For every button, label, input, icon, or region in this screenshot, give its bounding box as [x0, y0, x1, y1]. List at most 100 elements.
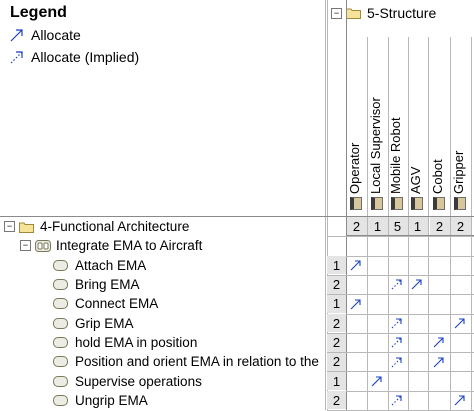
tree-row-label: Position and orient EMA in relation to t… [75, 354, 319, 370]
legend-panel: Legend Allocate Allocate (Implied) [0, 0, 325, 217]
allocate-implied-arrow-icon[interactable] [391, 394, 403, 406]
allocate-implied-arrow-icon[interactable] [391, 356, 403, 368]
structure-label: 5-Structure [367, 5, 437, 21]
action-icon [53, 317, 68, 329]
legend-item-allocate-implied: Allocate (Implied) [10, 47, 139, 67]
allocate-arrow-icon[interactable] [433, 356, 445, 368]
allocate-arrow-icon [10, 29, 23, 42]
column-header-cobot[interactable]: Cobot [429, 37, 450, 194]
block-icon [371, 197, 383, 210]
allocate-arrow-icon[interactable] [371, 375, 383, 387]
row-count: 2 [327, 352, 346, 371]
column-header-agv[interactable]: AGV [407, 37, 428, 194]
tree-row-action[interactable]: Grip EMA [0, 314, 327, 333]
tree-row-action[interactable]: Supervise operations [0, 371, 327, 390]
row-count: 2 [327, 391, 346, 410]
grid-line [327, 371, 474, 373]
tree-node-functional-architecture[interactable]: − 4-Functional Architecture [0, 217, 327, 236]
column-label: AGV [408, 166, 423, 194]
grid-line [327, 332, 474, 334]
tree-row-label: Supervise operations [75, 373, 202, 389]
tree-node-integrate-ema[interactable]: − Integrate EMA to Aircraft [0, 236, 327, 255]
column-header-mobile-robot[interactable]: Mobile Robot [387, 37, 408, 194]
row-count: 1 [327, 256, 346, 275]
grid-line [366, 37, 368, 410]
allocate-arrow-icon[interactable] [454, 317, 466, 329]
grid-line [327, 236, 474, 238]
tree-row-label: Ungrip EMA [75, 392, 148, 408]
column-label: Operator [347, 142, 362, 194]
column-count: 2 [429, 217, 450, 235]
grid-line [449, 37, 451, 410]
block-icon [391, 197, 403, 210]
action-icon [53, 279, 68, 291]
block-icon [433, 197, 445, 210]
tree-row-label: Grip EMA [75, 315, 134, 331]
column-header-operator[interactable]: Operator [346, 37, 367, 194]
tree-node-label: Integrate EMA to Aircraft [56, 238, 203, 254]
column-count: 1 [367, 217, 388, 235]
collapse-icon[interactable]: − [4, 221, 15, 233]
tree-row-action[interactable]: hold EMA in position [0, 333, 327, 352]
tree-row-action[interactable]: Position and orient EMA in relation to t… [0, 352, 327, 371]
tree-node-label: 4-Functional Architecture [40, 219, 190, 235]
allocate-arrow-icon[interactable] [350, 259, 362, 271]
row-count: 2 [327, 275, 346, 294]
column-header-gripper[interactable]: Gripper [450, 37, 471, 194]
grid-line [470, 37, 472, 410]
grid-line [327, 0, 328, 410]
tree-row-label: Attach EMA [75, 257, 147, 273]
action-icon [53, 356, 68, 368]
allocate-arrow-icon[interactable] [411, 278, 423, 290]
grid-line [327, 352, 474, 354]
block-icon [454, 197, 466, 210]
legend-item-allocate: Allocate [10, 25, 81, 45]
grid-line [327, 255, 474, 257]
tree-row-label: Bring EMA [75, 277, 140, 293]
legend-title: Legend [10, 4, 67, 21]
column-label: Gripper [451, 150, 466, 194]
column-header-local-supervisor[interactable]: Local Supervisor [367, 37, 388, 194]
tree-row-action[interactable]: Connect EMA [0, 294, 327, 313]
allocate-implied-arrow-icon[interactable] [391, 278, 403, 290]
grid-line [407, 37, 409, 410]
allocate-arrow-icon[interactable] [433, 336, 445, 348]
tree-row-action[interactable]: Bring EMA [0, 275, 327, 294]
collapse-icon[interactable]: − [331, 7, 342, 19]
row-count: 2 [327, 333, 346, 352]
tree-row-label: hold EMA in position [75, 334, 198, 350]
allocate-implied-arrow-icon [10, 51, 23, 64]
row-count: 1 [327, 294, 346, 313]
folder-icon [19, 222, 34, 233]
grid-line [346, 0, 347, 410]
allocate-implied-arrow-icon[interactable] [391, 317, 403, 329]
allocate-arrow-icon[interactable] [454, 394, 466, 406]
grid-line [346, 235, 474, 236]
grid-line [327, 294, 474, 296]
column-label: Cobot [430, 159, 445, 194]
block-icon [350, 197, 362, 210]
grid-line [0, 216, 474, 217]
column-count: 2 [346, 217, 367, 235]
action-icon [53, 298, 68, 310]
row-count: 1 [327, 372, 346, 391]
action-icon [53, 336, 68, 348]
column-count: 1 [407, 217, 428, 235]
collapse-icon[interactable]: − [20, 240, 31, 252]
tree-row-label: Connect EMA [75, 296, 159, 312]
allocate-implied-arrow-icon[interactable] [391, 336, 403, 348]
block-icon [411, 197, 423, 210]
action-icon [53, 394, 68, 406]
grid-line [327, 390, 474, 392]
grid-line [327, 313, 474, 315]
column-count: 5 [387, 217, 408, 235]
folder-icon [346, 8, 361, 19]
tree-row-action[interactable]: Ungrip EMA [0, 391, 327, 410]
legend-item-label: Allocate [31, 27, 81, 43]
allocate-arrow-icon[interactable] [350, 298, 362, 310]
legend-item-label: Allocate (Implied) [31, 49, 140, 65]
action-icon [53, 259, 68, 271]
column-label: Mobile Robot [388, 117, 403, 194]
tree-row-action[interactable]: Attach EMA [0, 256, 327, 275]
